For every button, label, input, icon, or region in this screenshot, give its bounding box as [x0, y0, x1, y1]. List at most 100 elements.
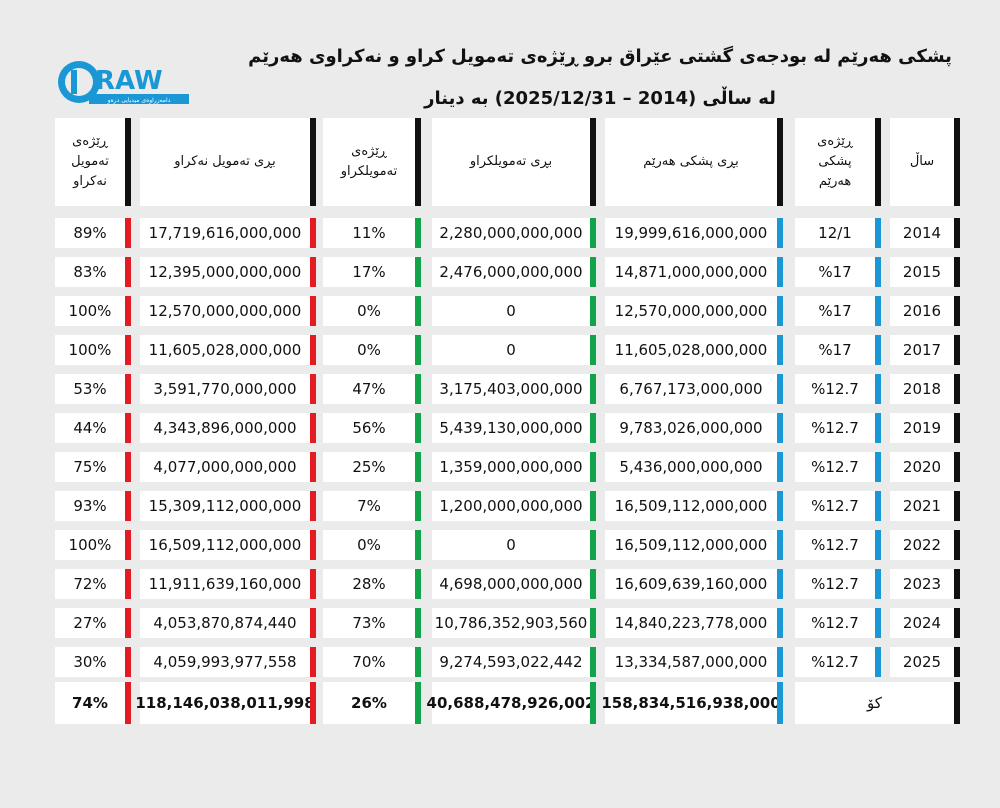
table-cell-funded-amount: 0 [432, 296, 596, 326]
table-cell-share-amount: 12,570,000,000,000 [605, 296, 783, 326]
table-cell-unfunded-pct: 93% [55, 491, 131, 521]
table-cell-share-pct: %17 [795, 296, 881, 326]
table-cell-funded-amount: 2,476,000,000,000 [432, 257, 596, 287]
table-cell-unfunded-pct: 30% [55, 647, 131, 677]
table-cell-year: 2020 [890, 452, 960, 482]
table-cell-share-amount: 9,783,026,000,000 [605, 413, 783, 443]
table-cell-share-pct: %12.7 [795, 647, 881, 677]
total-share-amount: 158,834,516,938,000 [601, 682, 783, 724]
total-label: کۆ [795, 682, 960, 724]
page-title: پشکی هەرێم لە بودجەی گشتی عێراق برو ڕێژە… [248, 46, 952, 67]
table-cell-funded-pct: 7% [323, 491, 421, 521]
table-cell-unfunded-amount: 11,605,028,000,000 [140, 335, 316, 365]
total-funded-pct: 26% [323, 682, 421, 724]
table-cell-unfunded-pct: 100% [55, 335, 131, 365]
table-cell-share-amount: 16,509,112,000,000 [605, 491, 783, 521]
table-cell-year: 2024 [890, 608, 960, 638]
table-cell-unfunded-amount: 4,077,000,000,000 [140, 452, 316, 482]
table-cell-year: 2019 [890, 413, 960, 443]
table-cell-share-amount: 19,999,616,000,000 [605, 218, 783, 248]
table-cell-funded-pct: 0% [323, 335, 421, 365]
table-cell-share-amount: 14,871,000,000,000 [605, 257, 783, 287]
table-cell-funded-amount: 0 [432, 335, 596, 365]
table-cell-share-pct: %12.7 [795, 530, 881, 560]
table-cell-unfunded-amount: 11,911,639,160,000 [140, 569, 316, 599]
table-cell-share-pct: %17 [795, 335, 881, 365]
table-cell-year: 2015 [890, 257, 960, 287]
header-share-pct: ڕێژەی پشکی هەرێم [795, 118, 881, 206]
table-cell-unfunded-amount: 17,719,616,000,000 [140, 218, 316, 248]
table-cell-share-amount: 16,509,112,000,000 [605, 530, 783, 560]
table-cell-funded-amount: 9,274,593,022,442 [432, 647, 596, 677]
table-cell-unfunded-pct: 100% [55, 530, 131, 560]
table-cell-funded-pct: 47% [323, 374, 421, 404]
table-cell-funded-pct: 17% [323, 257, 421, 287]
table-cell-year: 2021 [890, 491, 960, 521]
svg-text:RAW: RAW [95, 66, 163, 96]
table-cell-share-pct: 12/1 [795, 218, 881, 248]
table-cell-unfunded-pct: 89% [55, 218, 131, 248]
table-cell-unfunded-amount: 3,591,770,000,000 [140, 374, 316, 404]
header-unfunded-amount: بڕی تەمویل نەکراو [140, 118, 316, 206]
table-cell-funded-amount: 10,786,352,903,560 [432, 608, 596, 638]
table-cell-funded-pct: 56% [323, 413, 421, 443]
table-cell-funded-pct: 25% [323, 452, 421, 482]
header-funded-amount: بڕی تەمویلکراو [432, 118, 596, 206]
table-cell-unfunded-pct: 75% [55, 452, 131, 482]
table-cell-share-pct: %12.7 [795, 608, 881, 638]
table-cell-unfunded-amount: 4,343,896,000,000 [140, 413, 316, 443]
table-cell-share-amount: 6,767,173,000,000 [605, 374, 783, 404]
table-cell-unfunded-amount: 4,053,870,874,440 [140, 608, 316, 638]
total-unfunded-amount: 118,146,038,011,998 [135, 682, 316, 724]
table-cell-share-pct: %12.7 [795, 413, 881, 443]
total-funded-amount: 40,688,478,926,002 [427, 682, 596, 724]
table-cell-unfunded-amount: 12,395,000,000,000 [140, 257, 316, 287]
table-cell-funded-pct: 70% [323, 647, 421, 677]
table-cell-funded-amount: 4,698,000,000,000 [432, 569, 596, 599]
table-cell-year: 2017 [890, 335, 960, 365]
logo-subtitle: دامەزراوەی میدیایی درەو [107, 97, 171, 104]
header-share-amount: بڕی پشکی هەرێم [605, 118, 783, 206]
table-cell-share-amount: 11,605,028,000,000 [605, 335, 783, 365]
table-cell-funded-pct: 73% [323, 608, 421, 638]
table-cell-unfunded-pct: 53% [55, 374, 131, 404]
table-cell-share-pct: %12.7 [795, 569, 881, 599]
table-cell-share-amount: 5,436,000,000,000 [605, 452, 783, 482]
table-cell-funded-pct: 0% [323, 530, 421, 560]
table-cell-unfunded-amount: 15,309,112,000,000 [140, 491, 316, 521]
draw-logo: RAW دامەزراوەی میدیایی درەو [58, 61, 189, 104]
table-cell-year: 2016 [890, 296, 960, 326]
table-cell-unfunded-amount: 4,059,993,977,558 [140, 647, 316, 677]
table-cell-share-pct: %12.7 [795, 491, 881, 521]
table-cell-funded-pct: 11% [323, 218, 421, 248]
table-cell-funded-amount: 3,175,403,000,000 [432, 374, 596, 404]
table-cell-funded-pct: 28% [323, 569, 421, 599]
table-cell-funded-amount: 1,359,000,000,000 [432, 452, 596, 482]
table-cell-year: 2014 [890, 218, 960, 248]
table-cell-share-pct: %12.7 [795, 452, 881, 482]
table-cell-unfunded-pct: 72% [55, 569, 131, 599]
header-funded-pct: ڕێژەی تەمویلکراو [323, 118, 421, 206]
table-cell-share-pct: %12.7 [795, 374, 881, 404]
table-cell-unfunded-amount: 12,570,000,000,000 [140, 296, 316, 326]
table-cell-year: 2025 [890, 647, 960, 677]
table-cell-unfunded-pct: 27% [55, 608, 131, 638]
total-unfunded-pct: 74% [55, 682, 131, 724]
page-subtitle: لە ساڵی (2014 – 2025/12/31) بە دینار [424, 88, 776, 109]
table-cell-share-amount: 13,334,587,000,000 [605, 647, 783, 677]
header-year: ساڵ [890, 118, 960, 206]
table-cell-share-amount: 16,609,639,160,000 [605, 569, 783, 599]
table-cell-share-pct: %17 [795, 257, 881, 287]
table-cell-unfunded-pct: 100% [55, 296, 131, 326]
table-cell-year: 2018 [890, 374, 960, 404]
header-unfunded-pct: ڕێژەی تەمویل نەکراو [55, 118, 131, 206]
table-cell-funded-amount: 0 [432, 530, 596, 560]
table-cell-year: 2022 [890, 530, 960, 560]
table-cell-funded-amount: 2,280,000,000,000 [432, 218, 596, 248]
table-cell-year: 2023 [890, 569, 960, 599]
table-cell-funded-pct: 0% [323, 296, 421, 326]
table-cell-funded-amount: 5,439,130,000,000 [432, 413, 596, 443]
table-cell-unfunded-amount: 16,509,112,000,000 [140, 530, 316, 560]
table-cell-funded-amount: 1,200,000,000,000 [432, 491, 596, 521]
table-cell-unfunded-pct: 44% [55, 413, 131, 443]
